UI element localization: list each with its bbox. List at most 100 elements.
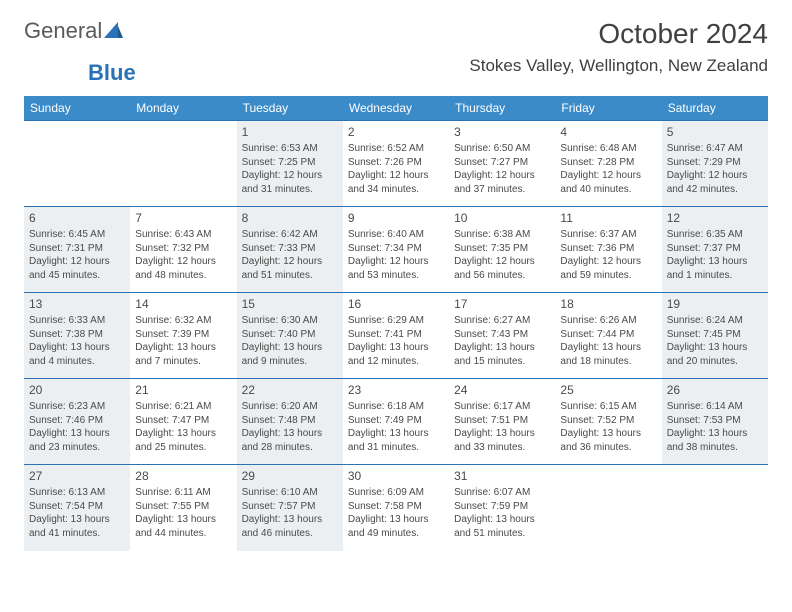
day-number: 22 (242, 382, 338, 398)
day-cell: 31Sunrise: 6:07 AMSunset: 7:59 PMDayligh… (449, 465, 555, 551)
day-number: 30 (348, 468, 444, 484)
sunrise-text: Sunrise: 6:40 AM (348, 228, 444, 242)
day-cell: 9 Sunrise: 6:40 AMSunset: 7:34 PMDaylight… (343, 207, 449, 293)
sunrise-text: Sunrise: 6:27 AM (454, 314, 550, 328)
sunset-text: Sunset: 7:34 PM (348, 242, 444, 256)
calendar-table: SundayMondayTuesdayWednesdayThursdayFrid… (24, 96, 768, 551)
calendar-head: SundayMondayTuesdayWednesdayThursdayFrid… (24, 96, 768, 121)
day-cell: 16Sunrise: 6:29 AMSunset: 7:41 PMDayligh… (343, 293, 449, 379)
day-cell: 25Sunrise: 6:15 AMSunset: 7:52 PMDayligh… (555, 379, 661, 465)
day-header: Saturday (662, 96, 768, 121)
sunrise-text: Sunrise: 6:47 AM (667, 142, 763, 156)
day-header: Friday (555, 96, 661, 121)
day-number: 21 (135, 382, 231, 398)
day-number: 2 (348, 124, 444, 140)
day-cell: 17Sunrise: 6:27 AMSunset: 7:43 PMDayligh… (449, 293, 555, 379)
day-number: 1 (242, 124, 338, 140)
day-cell: 12Sunrise: 6:35 AMSunset: 7:37 PMDayligh… (662, 207, 768, 293)
daylight-text: Daylight: 12 hours and 53 minutes. (348, 255, 444, 282)
daylight-text: Daylight: 13 hours and 44 minutes. (135, 513, 231, 540)
calendar-week: 13Sunrise: 6:33 AMSunset: 7:38 PMDayligh… (24, 293, 768, 379)
location-text: Stokes Valley, Wellington, New Zealand (469, 56, 768, 76)
day-number: 23 (348, 382, 444, 398)
daylight-text: Daylight: 12 hours and 59 minutes. (560, 255, 656, 282)
day-number: 29 (242, 468, 338, 484)
day-header: Thursday (449, 96, 555, 121)
day-cell: 24Sunrise: 6:17 AMSunset: 7:51 PMDayligh… (449, 379, 555, 465)
sunrise-text: Sunrise: 6:18 AM (348, 400, 444, 414)
day-cell: 18Sunrise: 6:26 AMSunset: 7:44 PMDayligh… (555, 293, 661, 379)
day-number: 6 (29, 210, 125, 226)
day-number: 3 (454, 124, 550, 140)
day-cell: 22Sunrise: 6:20 AMSunset: 7:48 PMDayligh… (237, 379, 343, 465)
day-number: 9 (348, 210, 444, 226)
sunrise-text: Sunrise: 6:52 AM (348, 142, 444, 156)
daylight-text: Daylight: 13 hours and 36 minutes. (560, 427, 656, 454)
day-number: 4 (560, 124, 656, 140)
daylight-text: Daylight: 13 hours and 25 minutes. (135, 427, 231, 454)
day-number: 8 (242, 210, 338, 226)
day-number: 16 (348, 296, 444, 312)
day-cell: 30Sunrise: 6:09 AMSunset: 7:58 PMDayligh… (343, 465, 449, 551)
day-cell: 26Sunrise: 6:14 AMSunset: 7:53 PMDayligh… (662, 379, 768, 465)
daylight-text: Daylight: 13 hours and 18 minutes. (560, 341, 656, 368)
day-cell: 20Sunrise: 6:23 AMSunset: 7:46 PMDayligh… (24, 379, 130, 465)
daylight-text: Daylight: 13 hours and 4 minutes. (29, 341, 125, 368)
daylight-text: Daylight: 12 hours and 51 minutes. (242, 255, 338, 282)
logo: General (24, 18, 124, 44)
sunset-text: Sunset: 7:55 PM (135, 500, 231, 514)
sunrise-text: Sunrise: 6:35 AM (667, 228, 763, 242)
day-number: 10 (454, 210, 550, 226)
sunset-text: Sunset: 7:26 PM (348, 156, 444, 170)
sunset-text: Sunset: 7:31 PM (29, 242, 125, 256)
day-cell: 7Sunrise: 6:43 AMSunset: 7:32 PMDaylight… (130, 207, 236, 293)
daylight-text: Daylight: 13 hours and 38 minutes. (667, 427, 763, 454)
day-number: 13 (29, 296, 125, 312)
day-cell: 5Sunrise: 6:47 AMSunset: 7:29 PMDaylight… (662, 121, 768, 207)
day-header: Tuesday (237, 96, 343, 121)
sunset-text: Sunset: 7:45 PM (667, 328, 763, 342)
sunset-text: Sunset: 7:38 PM (29, 328, 125, 342)
day-number: 25 (560, 382, 656, 398)
daylight-text: Daylight: 13 hours and 41 minutes. (29, 513, 125, 540)
sunset-text: Sunset: 7:59 PM (454, 500, 550, 514)
daylight-text: Daylight: 12 hours and 34 minutes. (348, 169, 444, 196)
sunrise-text: Sunrise: 6:09 AM (348, 486, 444, 500)
day-cell: 3Sunrise: 6:50 AMSunset: 7:27 PMDaylight… (449, 121, 555, 207)
sunrise-text: Sunrise: 6:26 AM (560, 314, 656, 328)
day-number: 28 (135, 468, 231, 484)
daylight-text: Daylight: 12 hours and 56 minutes. (454, 255, 550, 282)
sunset-text: Sunset: 7:57 PM (242, 500, 338, 514)
daylight-text: Daylight: 13 hours and 12 minutes. (348, 341, 444, 368)
day-cell: 15Sunrise: 6:30 AMSunset: 7:40 PMDayligh… (237, 293, 343, 379)
sunrise-text: Sunrise: 6:53 AM (242, 142, 338, 156)
day-cell: 11Sunrise: 6:37 AMSunset: 7:36 PMDayligh… (555, 207, 661, 293)
daylight-text: Daylight: 13 hours and 28 minutes. (242, 427, 338, 454)
sunrise-text: Sunrise: 6:32 AM (135, 314, 231, 328)
sunrise-text: Sunrise: 6:13 AM (29, 486, 125, 500)
daylight-text: Daylight: 12 hours and 31 minutes. (242, 169, 338, 196)
daylight-text: Daylight: 12 hours and 42 minutes. (667, 169, 763, 196)
sunset-text: Sunset: 7:36 PM (560, 242, 656, 256)
day-cell: 6Sunrise: 6:45 AMSunset: 7:31 PMDaylight… (24, 207, 130, 293)
sunrise-text: Sunrise: 6:15 AM (560, 400, 656, 414)
daylight-text: Daylight: 12 hours and 48 minutes. (135, 255, 231, 282)
sunset-text: Sunset: 7:40 PM (242, 328, 338, 342)
sunset-text: Sunset: 7:54 PM (29, 500, 125, 514)
day-number: 31 (454, 468, 550, 484)
sunset-text: Sunset: 7:41 PM (348, 328, 444, 342)
calendar-body: 1Sunrise: 6:53 AMSunset: 7:25 PMDaylight… (24, 121, 768, 551)
sunrise-text: Sunrise: 6:37 AM (560, 228, 656, 242)
day-cell: 4Sunrise: 6:48 AMSunset: 7:28 PMDaylight… (555, 121, 661, 207)
sunrise-text: Sunrise: 6:11 AM (135, 486, 231, 500)
sunset-text: Sunset: 7:43 PM (454, 328, 550, 342)
logo-sail-icon (104, 22, 124, 40)
empty-cell (130, 121, 236, 207)
day-cell: 2 Sunrise: 6:52 AMSunset: 7:26 PMDaylight… (343, 121, 449, 207)
day-number: 14 (135, 296, 231, 312)
sunrise-text: Sunrise: 6:14 AM (667, 400, 763, 414)
sunrise-text: Sunrise: 6:43 AM (135, 228, 231, 242)
day-number: 24 (454, 382, 550, 398)
calendar-week: 27Sunrise: 6:13 AMSunset: 7:54 PMDayligh… (24, 465, 768, 551)
calendar-page: General October 2024 Stokes Valley, Well… (0, 0, 792, 551)
